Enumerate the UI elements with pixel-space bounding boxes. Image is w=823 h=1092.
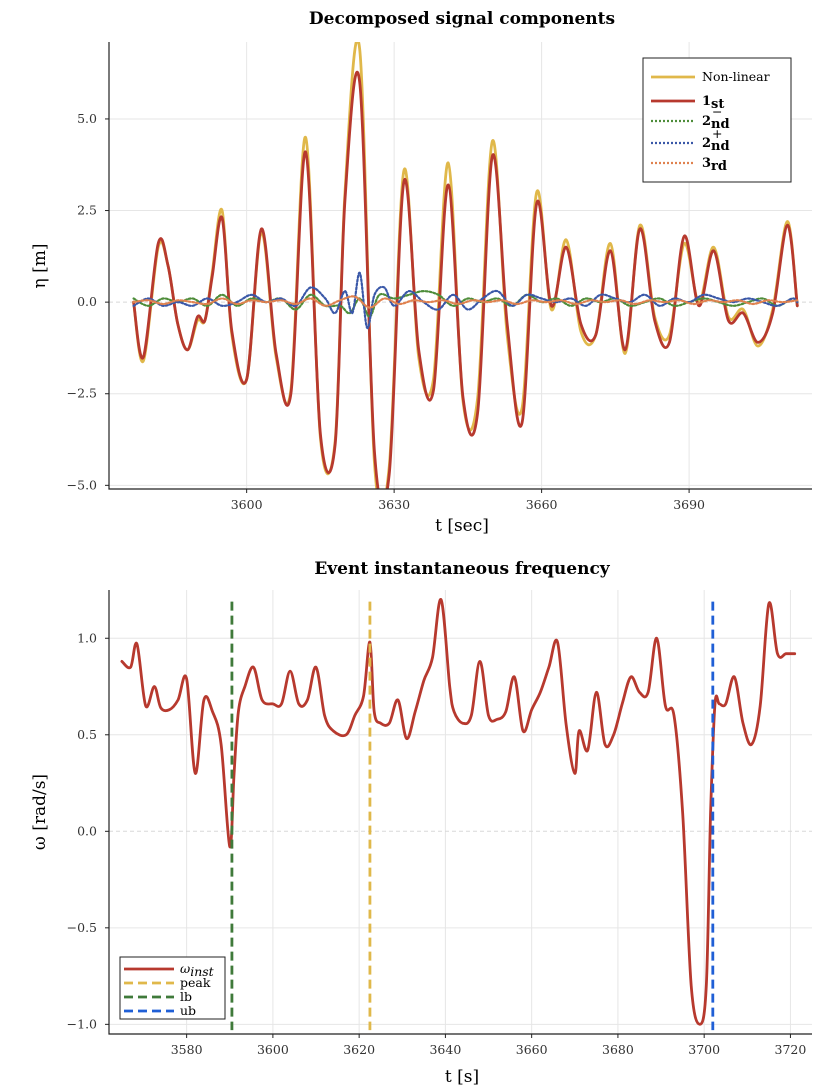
chart-title: Decomposed signal components	[309, 9, 615, 29]
series-group	[120, 598, 797, 1031]
legend-label: Non-linear	[702, 69, 770, 84]
x-tick-label: 3690	[673, 497, 705, 512]
x-axis-label: t [s]	[445, 1067, 479, 1087]
x-tick-label: 3720	[775, 1042, 807, 1057]
x-tick-label: 3620	[343, 1042, 375, 1057]
y-tick-label: 0.0	[77, 823, 97, 838]
legend-superscript: −	[712, 104, 722, 119]
legend: Non-linear 1st 2nd − 2nd + 3rd	[642, 57, 792, 183]
x-tick-label: 3600	[257, 1042, 289, 1057]
y-tick-label: −1.0	[67, 1016, 97, 1031]
x-tick-label: 3660	[516, 1042, 548, 1057]
y-tick-label: −5.0	[67, 477, 97, 492]
legend-label: lb	[180, 989, 192, 1004]
series-group	[132, 42, 799, 489]
legend-label: 2nd	[702, 114, 730, 132]
y-ticks: −5.0 −2.5 0.0 2.5 5.0	[67, 111, 109, 492]
x-axis-label: t [sec]	[435, 516, 489, 536]
x-tick-label: 3680	[602, 1042, 634, 1057]
x-tick-label: 3660	[526, 497, 558, 512]
axes-spine	[108, 42, 812, 490]
y-tick-label: 0.5	[77, 727, 97, 742]
x-ticks: 3580 3600 3620 3640 3660 3680 3700 3720	[171, 1034, 807, 1057]
legend-box	[119, 956, 226, 1020]
legend-label: ωinst	[180, 961, 215, 979]
series-line-4	[132, 295, 799, 309]
x-tick-label: 3640	[429, 1042, 461, 1057]
legend-label: ub	[180, 1003, 196, 1018]
x-tick-label: 3580	[171, 1042, 203, 1057]
axes-spine	[108, 590, 812, 1035]
chart-title: Event instantaneous frequency	[314, 559, 610, 579]
y-ticks: −1.0 −0.5 0.0 0.5 1.0	[67, 630, 109, 1031]
x-ticks: 3600 3630 3660 3690	[231, 489, 705, 512]
y-axis-label: ω [rad/s]	[30, 774, 50, 850]
x-tick-label: 3600	[231, 497, 263, 512]
legend-label: peak	[180, 975, 211, 990]
y-tick-label: −2.5	[67, 386, 97, 401]
y-tick-label: −0.5	[67, 920, 97, 935]
x-tick-label: 3700	[688, 1042, 720, 1057]
y-tick-label: 0.0	[77, 294, 97, 309]
y-tick-label: 5.0	[77, 111, 97, 126]
panel-decomposed-signal: Decomposed signal components 3600 3630 366…	[30, 9, 812, 536]
grid	[109, 590, 812, 1034]
x-tick-label: 3630	[378, 497, 410, 512]
legend-label: 1st	[702, 94, 724, 112]
series-line-1	[132, 71, 799, 489]
legend-label: 2nd	[702, 136, 730, 154]
y-tick-label: 2.5	[77, 203, 97, 218]
panel-instantaneous-frequency: Event instantaneous frequency 3580 3600 36…	[30, 559, 812, 1087]
legend-label: 3rd	[702, 156, 727, 174]
legend-superscript: +	[712, 126, 722, 141]
legend: ωinst peak lb ub	[119, 956, 226, 1020]
y-axis-label: η [m]	[30, 244, 50, 289]
y-tick-label: 1.0	[77, 630, 97, 645]
